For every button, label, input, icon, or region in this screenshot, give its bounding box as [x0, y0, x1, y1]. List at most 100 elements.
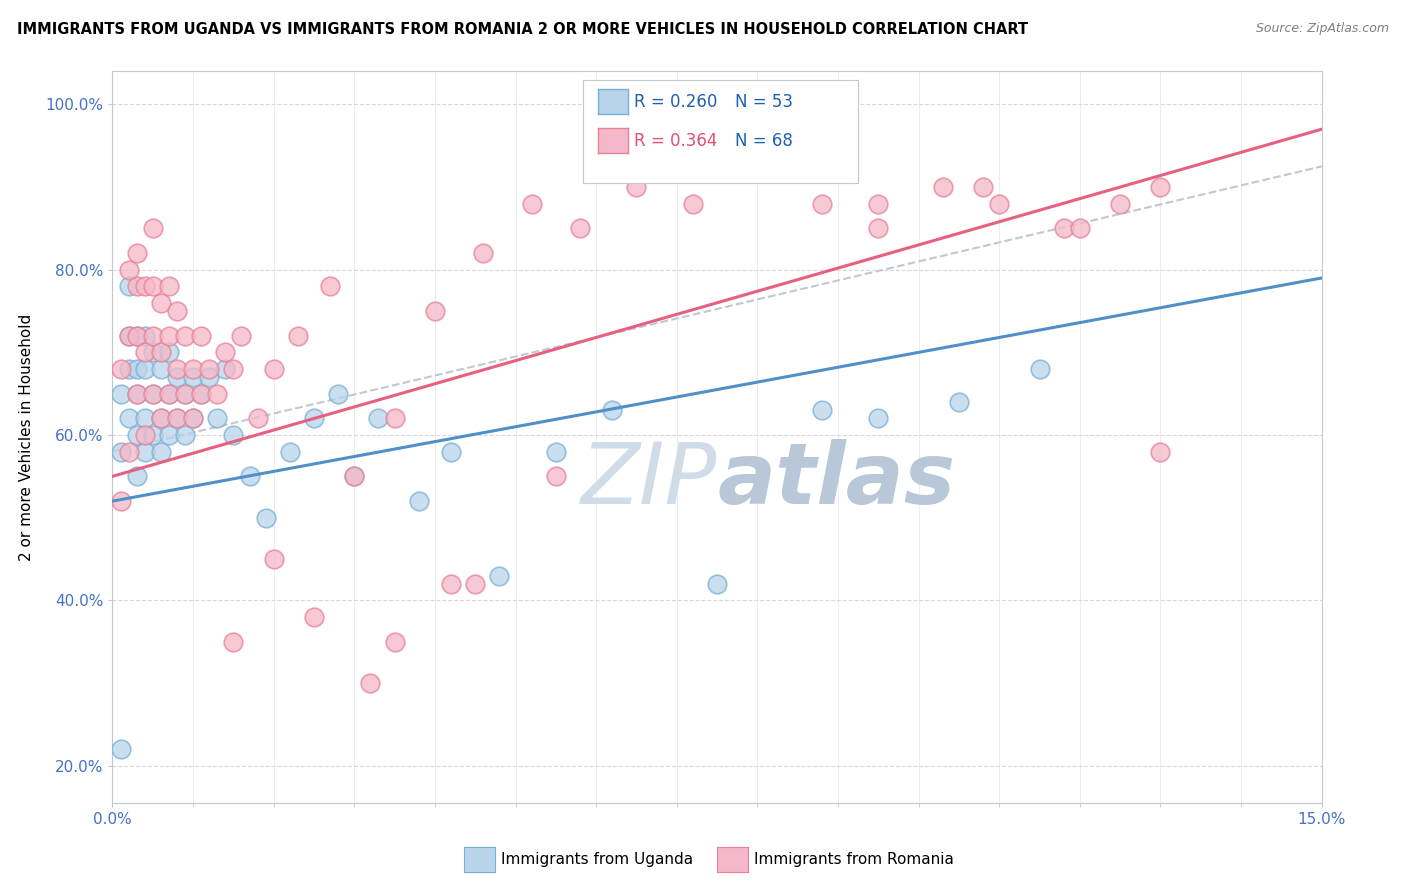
- Point: [488, 568, 510, 582]
- Point: [198, 362, 221, 376]
- Point: [134, 411, 156, 425]
- Point: [117, 411, 139, 425]
- Point: [278, 444, 301, 458]
- Text: R = 0.260: R = 0.260: [634, 93, 717, 111]
- Point: [440, 444, 463, 458]
- Point: [174, 386, 197, 401]
- Point: [302, 411, 325, 425]
- Point: [706, 576, 728, 591]
- Point: [166, 304, 188, 318]
- Point: [149, 411, 172, 425]
- Point: [174, 328, 197, 343]
- Point: [142, 221, 165, 235]
- Point: [149, 345, 172, 359]
- Point: [868, 411, 890, 425]
- Point: [181, 411, 204, 425]
- Point: [569, 221, 592, 235]
- Point: [117, 362, 139, 376]
- Point: [181, 411, 204, 425]
- Point: [207, 411, 229, 425]
- Point: [263, 362, 285, 376]
- Point: [190, 328, 212, 343]
- Point: [214, 362, 236, 376]
- Point: [384, 634, 406, 648]
- Point: [142, 428, 165, 442]
- Point: [246, 411, 269, 425]
- Point: [157, 279, 180, 293]
- Point: [125, 362, 148, 376]
- Point: [174, 386, 197, 401]
- Point: [166, 370, 188, 384]
- Point: [932, 180, 955, 194]
- Point: [747, 163, 769, 178]
- Point: [222, 634, 245, 648]
- Point: [117, 279, 139, 293]
- Point: [1149, 444, 1171, 458]
- Point: [125, 328, 148, 343]
- Point: [544, 444, 567, 458]
- Point: [231, 328, 253, 343]
- Text: Source: ZipAtlas.com: Source: ZipAtlas.com: [1256, 22, 1389, 36]
- Point: [1109, 196, 1132, 211]
- Point: [811, 196, 834, 211]
- Point: [157, 345, 180, 359]
- Point: [117, 328, 139, 343]
- Point: [149, 295, 172, 310]
- Point: [174, 428, 197, 442]
- Point: [157, 428, 180, 442]
- Point: [190, 386, 212, 401]
- Point: [142, 386, 165, 401]
- Point: [520, 196, 543, 211]
- Point: [134, 428, 156, 442]
- Point: [544, 469, 567, 483]
- Point: [142, 345, 165, 359]
- Point: [472, 246, 495, 260]
- Point: [1028, 362, 1050, 376]
- Text: atlas: atlas: [717, 440, 955, 523]
- Point: [190, 386, 212, 401]
- Point: [626, 180, 648, 194]
- Point: [682, 196, 704, 211]
- Point: [972, 180, 994, 194]
- Point: [408, 494, 430, 508]
- Point: [343, 469, 366, 483]
- Text: N = 68: N = 68: [735, 132, 793, 150]
- Point: [222, 362, 245, 376]
- Text: IMMIGRANTS FROM UGANDA VS IMMIGRANTS FROM ROMANIA 2 OR MORE VEHICLES IN HOUSEHOL: IMMIGRANTS FROM UGANDA VS IMMIGRANTS FRO…: [17, 22, 1028, 37]
- Point: [149, 362, 172, 376]
- Point: [125, 386, 148, 401]
- Point: [343, 469, 366, 483]
- Point: [134, 444, 156, 458]
- Point: [125, 246, 148, 260]
- Text: N = 53: N = 53: [735, 93, 793, 111]
- Point: [254, 510, 277, 524]
- Point: [948, 395, 970, 409]
- Point: [302, 610, 325, 624]
- Point: [166, 411, 188, 425]
- Text: Immigrants from Uganda: Immigrants from Uganda: [501, 853, 693, 867]
- Point: [166, 411, 188, 425]
- Point: [125, 279, 148, 293]
- Point: [110, 362, 132, 376]
- Point: [328, 386, 350, 401]
- Point: [319, 279, 342, 293]
- Y-axis label: 2 or more Vehicles in Household: 2 or more Vehicles in Household: [20, 313, 34, 561]
- Point: [287, 328, 309, 343]
- Point: [166, 362, 188, 376]
- Point: [142, 279, 165, 293]
- Point: [367, 411, 389, 425]
- Text: ZIP: ZIP: [581, 440, 717, 523]
- Point: [134, 279, 156, 293]
- Point: [142, 328, 165, 343]
- Point: [359, 676, 381, 690]
- Point: [181, 370, 204, 384]
- Point: [125, 428, 148, 442]
- Point: [868, 221, 890, 235]
- Text: R = 0.364: R = 0.364: [634, 132, 717, 150]
- Point: [1069, 221, 1091, 235]
- Point: [134, 362, 156, 376]
- Text: Immigrants from Romania: Immigrants from Romania: [754, 853, 953, 867]
- Point: [600, 403, 623, 417]
- Point: [868, 196, 890, 211]
- Point: [423, 304, 446, 318]
